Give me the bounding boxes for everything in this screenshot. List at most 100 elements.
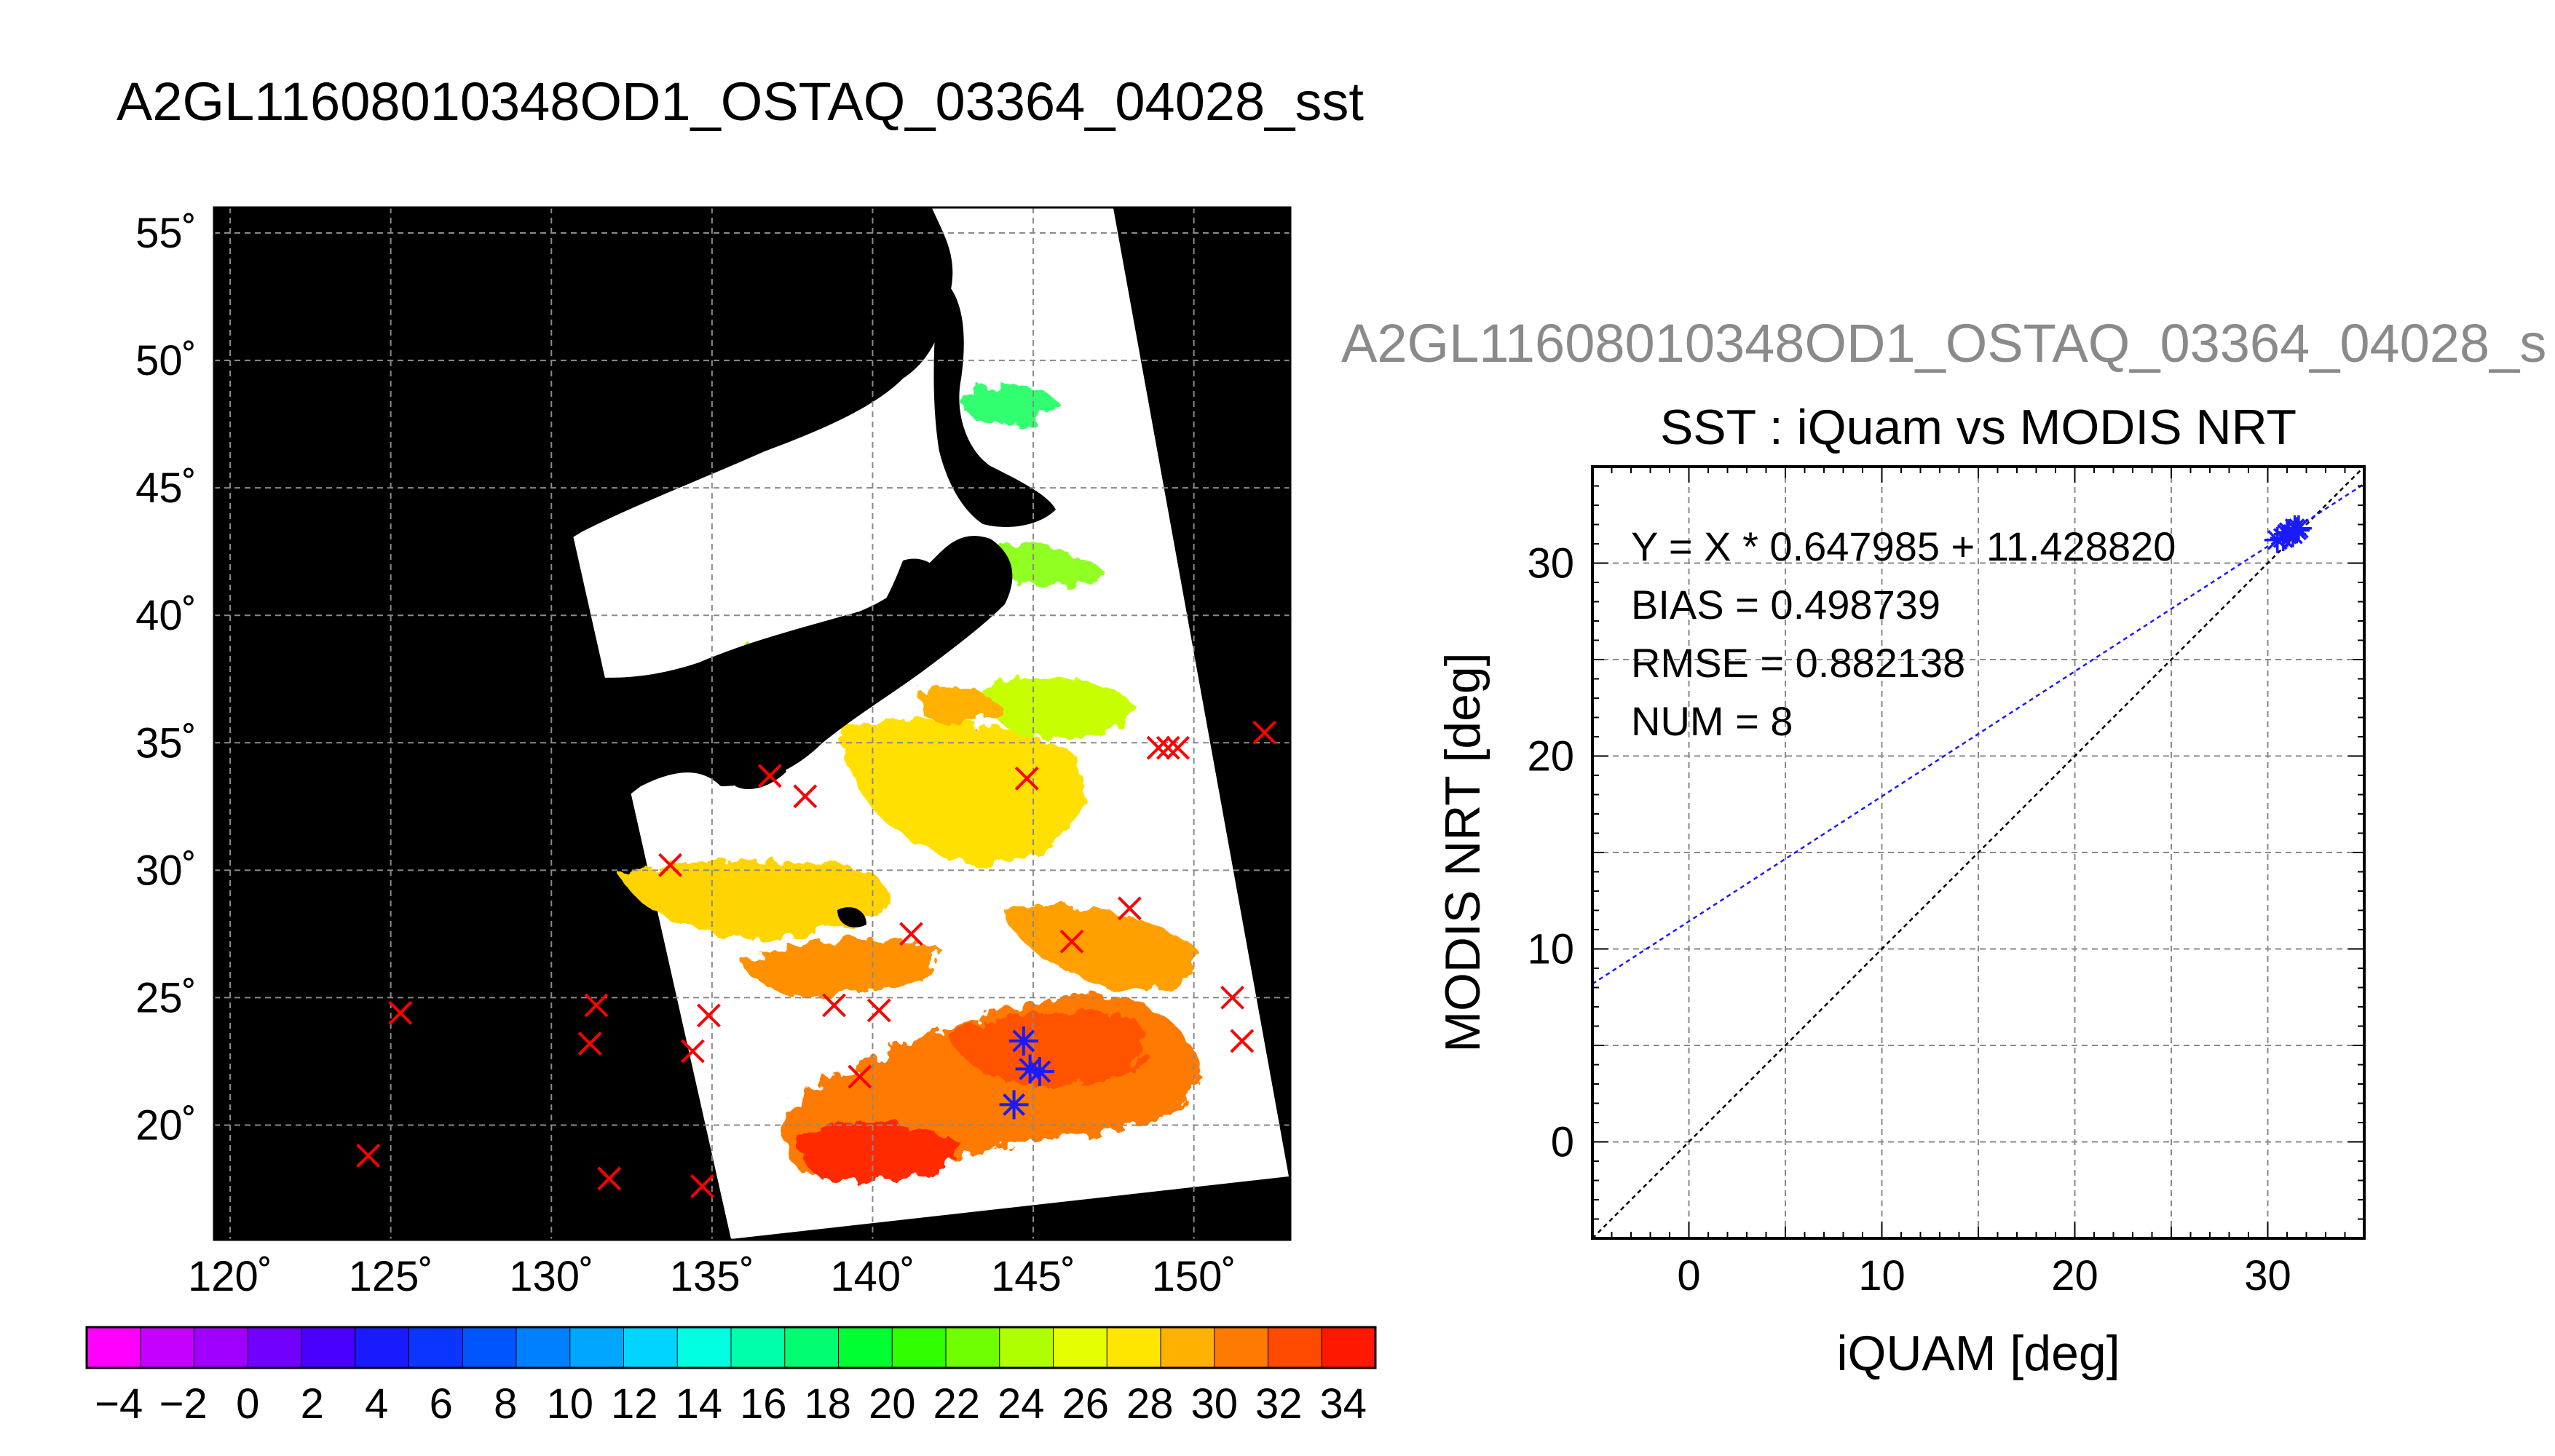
map-lon-label: 130˚ (509, 1253, 593, 1300)
map-marker-stroke (1028, 1060, 1051, 1083)
map-lat-label: 50˚ (135, 337, 197, 384)
identity-line (1592, 467, 2364, 1238)
map-marker-cross (1220, 985, 1244, 1010)
map-marker-cross (1166, 735, 1190, 760)
map-marker-stroke (577, 1031, 602, 1056)
map-marker-stroke (1252, 720, 1277, 745)
sst-region-hottest (798, 1122, 961, 1182)
colorbar-cell (676, 1326, 732, 1369)
map-marker-stroke (1166, 735, 1190, 760)
sst-region-band-east (1005, 904, 1198, 992)
scatter-stat-line: Y = X * 0.647985 + 11.428820 (1631, 523, 2176, 569)
colorbar-cell (355, 1326, 410, 1369)
map-marker-stroke (388, 1000, 413, 1025)
map-marker-star (1024, 1056, 1054, 1086)
map-marker-cross (1014, 766, 1039, 791)
colorbar-label: 18 (804, 1380, 851, 1428)
colorbar-cell (730, 1326, 786, 1369)
map-lon-label: 120˚ (188, 1253, 272, 1300)
colorbar-label: 26 (1062, 1380, 1109, 1428)
colorbar-cell (1268, 1326, 1323, 1369)
map-marker-stroke (1019, 1058, 1042, 1080)
map-lat-label: 55˚ (135, 210, 197, 257)
scatter-stats: Y = X * 0.647985 + 11.428820 BIAS = 0.498… (1631, 523, 2176, 744)
map-marker-stroke (1012, 1029, 1035, 1053)
map-marker-cross (757, 764, 782, 788)
colorbar-labels: −4 −2 0 2 4 6 8 10 12 14 16 18 20 22 24 26 28 30 32 34 (95, 1380, 1367, 1428)
colorbar-label: −2 (159, 1380, 208, 1428)
map-marker-star (1008, 1026, 1038, 1056)
colorbar-cell (999, 1326, 1054, 1369)
map-marker-cross (866, 998, 891, 1023)
colorbar-label: 32 (1255, 1380, 1303, 1428)
colorbar-cell (301, 1326, 356, 1369)
map-lon-label: 125˚ (349, 1253, 433, 1300)
scatter-points (2264, 515, 2312, 553)
colorbar-label: 20 (869, 1380, 916, 1428)
sst-region-north-pacific-green (990, 544, 1107, 586)
scatter-minor-ticks (1592, 467, 2364, 1238)
secondary-title: A2GL11608010348OD1_OSTAQ_03364_04028_s (1341, 313, 2546, 373)
scatter-y-axis-label: MODIS NRT [deg] (1435, 652, 1490, 1052)
map-marker-cross (899, 922, 923, 946)
map-marker-stroke (899, 922, 923, 946)
map-marker-stroke (658, 852, 682, 877)
sst-region-green-east (983, 677, 1136, 738)
sst-region-okhotsk-green (961, 385, 1063, 425)
colorbar-cell (462, 1326, 517, 1369)
map-marker-cross (822, 993, 846, 1018)
colorbar-label: 24 (998, 1380, 1045, 1428)
colorbar: −4 −2 0 2 4 6 8 10 12 14 16 18 20 22 24 26 28 30 32 34 (85, 1326, 1377, 1428)
map-marker-stroke (597, 1166, 622, 1191)
colorbar-label: 22 (933, 1380, 980, 1428)
colorbar-label: 12 (611, 1380, 658, 1428)
sst-map: 55˚ 50˚ 45˚ 40˚ 35˚ 30˚ 25˚ 20˚ 120˚ 125˚ 130˚ 135… (135, 206, 1292, 1300)
colorbar-label: 28 (1126, 1380, 1174, 1428)
map-marker-stroke (1117, 896, 1142, 921)
main-title: A2GL11608010348OD1_OSTAQ_03364_04028_sst (117, 71, 1364, 132)
map-lon-label: 140˚ (830, 1253, 915, 1300)
map-marker-stroke (356, 1144, 381, 1168)
map-markers (356, 720, 1277, 1198)
map-marker-cross (1252, 720, 1277, 745)
scatter-title: SST : iQuam vs MODIS NRT (1660, 400, 2297, 455)
map-marker-stroke (1014, 766, 1039, 791)
map-marker-cross (690, 1174, 715, 1198)
map-marker-cross (658, 852, 682, 877)
colorbar-cell (140, 1326, 195, 1369)
scatter-gridlines (1592, 467, 2364, 1238)
sst-region-hot-core (947, 1011, 1148, 1087)
sst-region-orange-patch (917, 689, 1005, 725)
colorbar-cell (891, 1326, 947, 1369)
colorbar-cell (623, 1326, 679, 1369)
colorbar-cell (838, 1326, 893, 1369)
land-mass-asia-korea (490, 208, 1013, 852)
colorbar-label: −4 (95, 1380, 143, 1428)
colorbar-label: 4 (365, 1380, 388, 1428)
land-mass-islet (837, 907, 866, 927)
colorbar-cell (194, 1326, 249, 1369)
scatter-y-tick-label: 20 (1527, 733, 1574, 780)
map-marker-star (999, 1090, 1029, 1120)
scatter-plot: SST : iQuam vs MODIS NRT 0 10 20 30 0 10 20 30… (1435, 400, 2366, 1381)
colorbar-cell (516, 1326, 571, 1369)
colorbar-label: 0 (236, 1380, 259, 1428)
scatter-x-tick-label: 30 (2244, 1252, 2291, 1299)
map-marker-stroke (1230, 1029, 1255, 1053)
map-lat-label: 45˚ (135, 464, 197, 512)
colorbar-label: 8 (494, 1380, 517, 1428)
sst-field (619, 225, 1201, 1182)
colorbar-label: 2 (301, 1380, 324, 1428)
colorbar-cell (945, 1326, 1000, 1369)
colorbar-label: 34 (1319, 1380, 1367, 1428)
map-marker-cross (388, 1000, 413, 1025)
scatter-y-tick-labels: 0 10 20 30 (1527, 540, 1574, 1166)
map-latitude-labels: 55˚ 50˚ 45˚ 40˚ 35˚ 30˚ 25˚ 20˚ (135, 210, 197, 1149)
colorbar-frame (85, 1326, 1377, 1369)
scatter-y-tick-label: 10 (1527, 926, 1574, 973)
map-lon-label: 145˚ (991, 1253, 1075, 1300)
map-marker-cross (1146, 735, 1171, 760)
scatter-x-tick-labels: 0 10 20 30 (1677, 1252, 2291, 1299)
map-marker-cross (584, 993, 609, 1018)
colorbar-cell (247, 1326, 302, 1369)
